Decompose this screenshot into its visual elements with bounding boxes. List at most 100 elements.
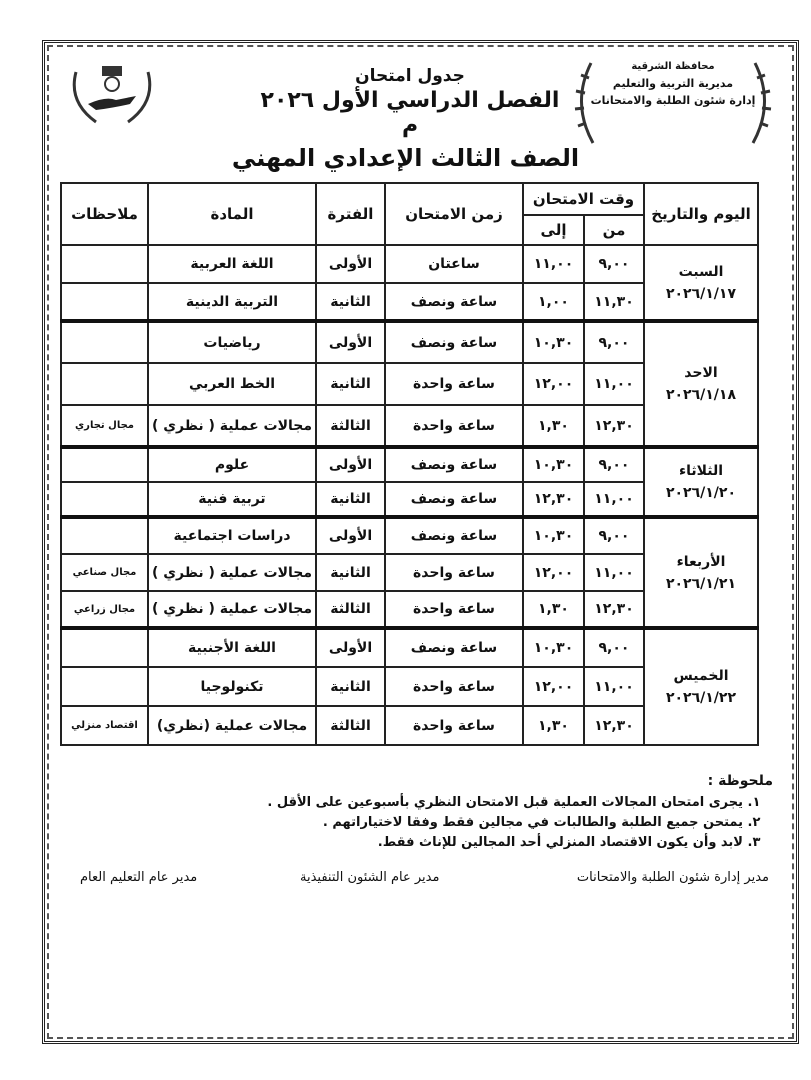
exam-duration: ساعتان — [384, 244, 524, 284]
table-row: ١٢,٣٠ ١,٣٠ ساعة واحدة الثالثة مجالات عملية (… — [60, 705, 758, 746]
time-to: ١٢,٣٠ — [522, 481, 585, 518]
department-name: إدارة شئون الطلبة والامتحانات — [590, 94, 756, 107]
exam-duration: ساعة واحدة — [384, 590, 524, 629]
exam-date: ٢٠٢٦/١/٢٢ — [665, 690, 737, 706]
header-from: من — [583, 214, 645, 246]
exam-period: الأولى — [315, 244, 386, 284]
exam-note: اقتصاد منزلي — [60, 705, 149, 746]
time-to: ١٠,٣٠ — [522, 515, 585, 555]
exam-subject: اللغة العربية — [147, 244, 317, 284]
exam-subject: رياضيات — [147, 319, 317, 364]
exam-duration: ساعة واحدة — [384, 362, 524, 406]
table-row: ١٢,٣٠ ١,٣٠ ساعة واحدة الثالثة مجالات عملية (… — [60, 590, 758, 629]
emblem-logo — [72, 66, 152, 124]
time-to: ١٢,٠٠ — [522, 553, 585, 592]
exam-duration: ساعة ونصف — [384, 626, 524, 668]
exam-subject: الخط العربي — [147, 362, 317, 406]
note-item: لابد وأن يكون الاقتصاد المنزلي أحد المجا… — [73, 833, 743, 853]
time-from: ١١,٠٠ — [583, 362, 645, 406]
signature-general-education: مدير عام التعليم العام — [80, 870, 198, 885]
exam-duration: ساعة واحدة — [384, 404, 524, 448]
exam-period: الثانية — [315, 282, 386, 322]
time-from: ٩,٠٠ — [583, 244, 645, 284]
table-row: ١٢,٣٠ ١,٣٠ ساعة واحدة الثالثة مجالات عملية (… — [60, 404, 758, 448]
time-from: ١٢,٣٠ — [583, 705, 645, 746]
time-to: ١٢,٠٠ — [522, 362, 585, 406]
day-name: الثلاثاء — [678, 463, 724, 479]
exam-period: الأولى — [315, 626, 386, 668]
table-row: ١١,٣٠ ١,٠٠ ساعة ونصف الثانية التربية الدينية — [60, 282, 758, 322]
time-from: ١١,٠٠ — [583, 666, 645, 707]
exam-period: الثالثة — [315, 590, 386, 629]
signature-executive-affairs: مدير عام الشئون التنفيذية — [300, 870, 440, 885]
header-subject: المادة — [147, 182, 317, 246]
laurel-icon — [751, 62, 772, 144]
day-date-cell: الثلاثاء ٢٠٢٦/١/٢٠ — [643, 445, 759, 518]
exam-period: الثالثة — [315, 705, 386, 746]
time-from: ١١,٠٠ — [583, 481, 645, 518]
note-item: يمتحن جميع الطلبة والطالبات في مجالين فق… — [73, 813, 743, 833]
signature-students-affairs: مدير إدارة شئون الطلبة والامتحانات — [576, 870, 769, 885]
title-line-2: الفصل الدراسي الأول ٢٠٢٦ م — [260, 88, 560, 138]
exam-period: الثانية — [315, 362, 386, 406]
exam-date: ٢٠٢٦/١/٢١ — [665, 575, 737, 592]
time-to: ١٠,٣٠ — [522, 445, 585, 483]
time-from: ٩,٠٠ — [583, 319, 645, 364]
exam-date: ٢٠٢٦/١/١٧ — [665, 285, 737, 302]
table-row: ١١,٠٠ ١٢,٠٠ ساعة واحدة الثانية مجالات عملية … — [60, 553, 758, 592]
day-date-cell: السبت ٢٠٢٦/١/١٧ — [643, 244, 759, 322]
exam-duration: ساعة ونصف — [384, 319, 524, 364]
exam-note — [60, 445, 149, 483]
time-to: ١,٣٠ — [522, 590, 585, 629]
exam-subject: اللغة الأجنبية — [147, 626, 317, 668]
exam-note: مجال تجاري — [60, 404, 149, 448]
laurel-icon — [574, 62, 595, 144]
exam-date: ٢٠٢٦/١/١٨ — [665, 387, 737, 403]
organization-header: محافظة الشرقية مديرية التربية والتعليم إ… — [573, 58, 773, 148]
exam-subject: التربية الدينية — [147, 282, 317, 322]
day-date-cell: الخميس ٢٠٢٦/١/٢٢ — [643, 626, 759, 746]
note-item: يجرى امتحان المجالات العملية قبل الامتحا… — [73, 793, 743, 813]
table-row: ١١,٠٠ ١٢,٠٠ ساعة واحدة الثانية تكنولوجيا — [60, 666, 758, 707]
time-from: ١٢,٣٠ — [583, 590, 645, 629]
header-notes: ملاحظات — [60, 182, 149, 246]
document-title: جدول امتحان الفصل الدراسي الأول ٢٠٢٦ م — [250, 66, 570, 138]
table-row: ١١,٠٠ ١٢,٣٠ ساعة ونصف الثانية تربية فنية — [60, 481, 758, 518]
table-row: الخميس ٢٠٢٦/١/٢٢ ٩,٠٠ ١٠,٣٠ ساعة ونصف الأولى ا… — [60, 626, 759, 746]
day-date-cell: الأربعاء ٢٠٢٦/١/٢١ — [643, 515, 759, 629]
time-to: ١,٠٠ — [522, 282, 585, 322]
exam-period: الثانية — [315, 553, 386, 592]
exam-note — [60, 515, 149, 555]
exam-note — [60, 626, 149, 668]
exam-duration: ساعة واحدة — [384, 666, 524, 707]
header-to: إلى — [522, 214, 585, 246]
notes-section: ملحوظة : يجرى امتحان المجالات العملية قب… — [73, 773, 773, 853]
time-from: ١١,٠٠ — [583, 553, 645, 592]
exam-note: مجال زراعي — [60, 590, 149, 629]
table-row: ١١,٠٠ ١٢,٠٠ ساعة واحدة الثانية الخط العربي — [60, 362, 758, 406]
exam-date: ٢٠٢٦/١/٢٠ — [665, 485, 737, 501]
governorate-name: محافظة الشرقية — [631, 61, 715, 72]
header-day-date: اليوم والتاريخ — [643, 182, 759, 246]
title-line-1: جدول امتحان — [355, 66, 465, 86]
exam-duration: ساعة ونصف — [384, 481, 524, 518]
time-from: ١٢,٣٠ — [583, 404, 645, 448]
exam-subject: علوم — [147, 445, 317, 483]
table-row: السبت ٢٠٢٦/١/١٧ ٩,٠٠ ١١,٠٠ ساعتان الأولى اللغة… — [60, 244, 759, 322]
exam-duration: ساعة ونصف — [384, 515, 524, 555]
time-to: ١١,٠٠ — [522, 244, 585, 284]
exam-note — [60, 362, 149, 406]
exam-subject: مجالات عملية ( نظري ) — [147, 553, 317, 592]
exam-period: الأولى — [315, 515, 386, 555]
time-to: ١٠,٣٠ — [522, 319, 585, 364]
time-from: ١١,٣٠ — [583, 282, 645, 322]
time-to: ١,٣٠ — [522, 404, 585, 448]
day-name: الاحد — [684, 365, 718, 381]
directorate-name: مديرية التربية والتعليم — [612, 77, 734, 90]
exam-duration: ساعة ونصف — [384, 282, 524, 322]
exam-duration: ساعة واحدة — [384, 553, 524, 592]
notes-heading: ملحوظة : — [707, 773, 773, 789]
exam-duration: ساعة واحدة — [384, 705, 524, 746]
exam-note — [60, 481, 149, 518]
exam-note: مجال صناعي — [60, 553, 149, 592]
